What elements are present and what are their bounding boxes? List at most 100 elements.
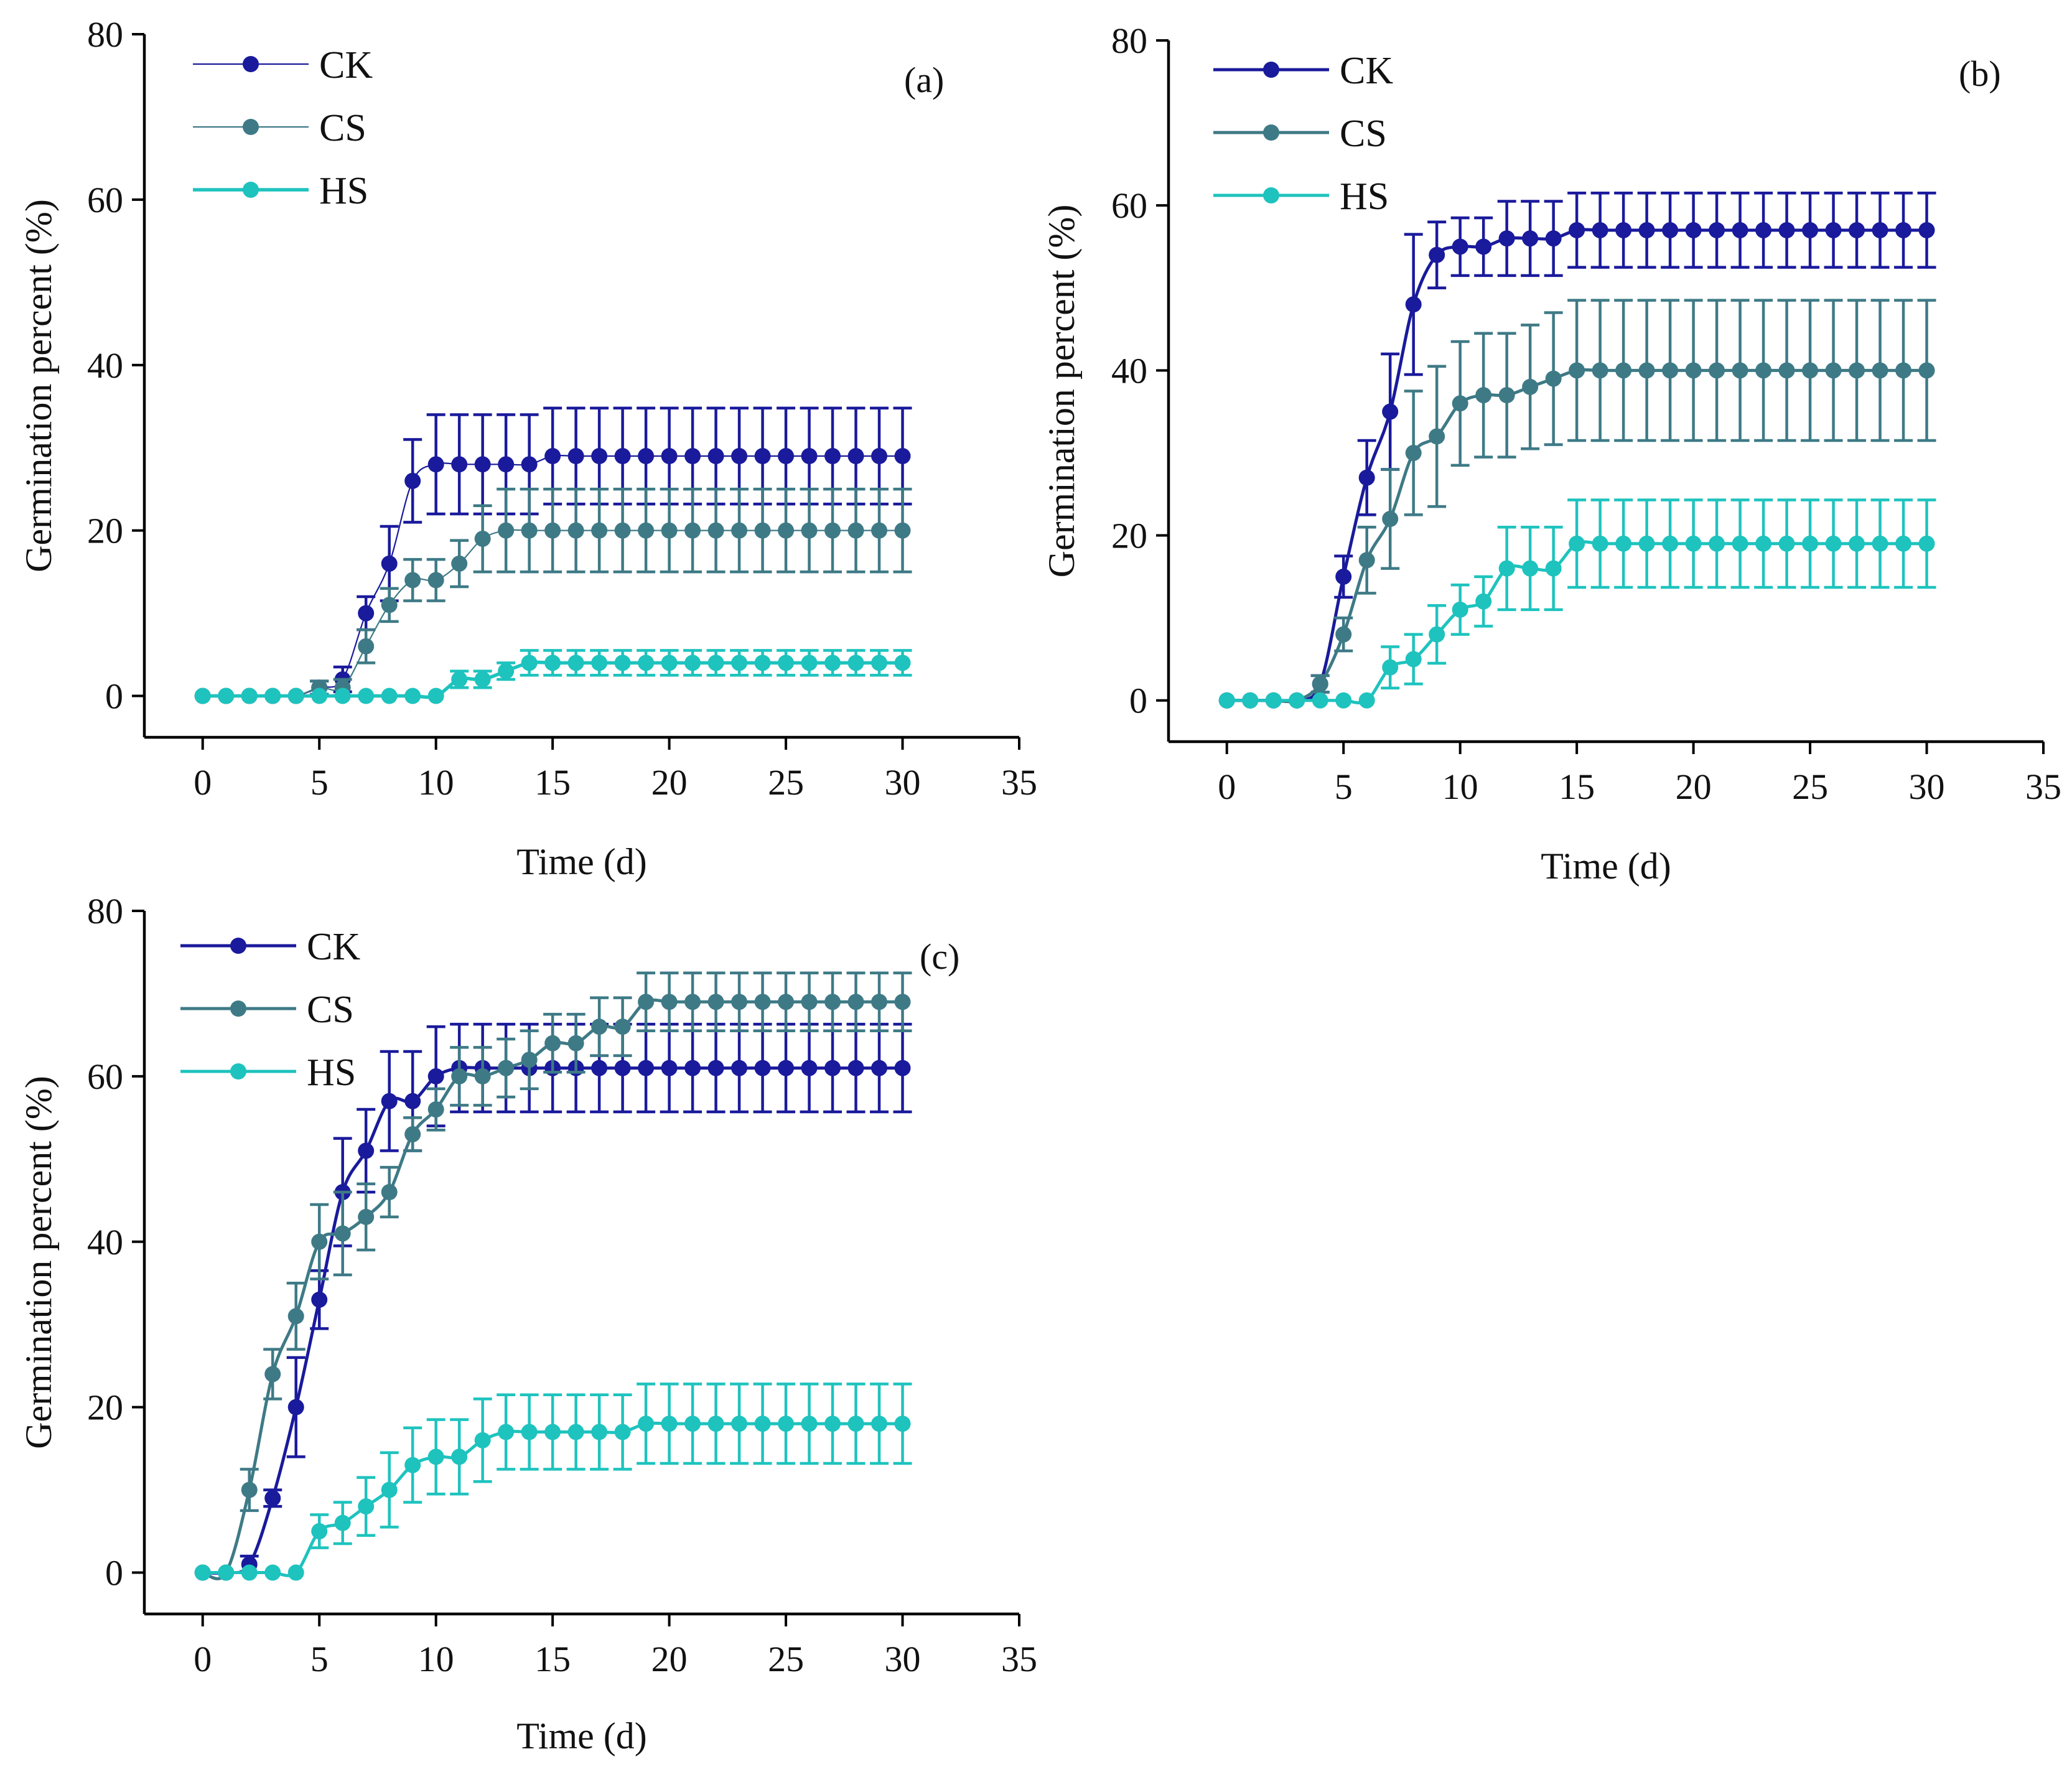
x-tick-label: 20	[1676, 767, 1712, 807]
series-ck	[1218, 192, 1936, 709]
data-point	[1849, 535, 1865, 552]
data-point	[1872, 362, 1888, 379]
data-point	[638, 1060, 655, 1076]
data-point	[614, 1060, 631, 1076]
x-tick-label: 25	[1792, 767, 1828, 807]
data-point	[1872, 222, 1888, 238]
series-hs	[194, 649, 912, 704]
data-point	[521, 522, 538, 539]
data-point	[1662, 222, 1679, 238]
x-tick-label: 10	[1442, 767, 1478, 807]
data-point	[824, 1415, 841, 1432]
data-point	[1778, 535, 1795, 552]
legend-marker	[243, 182, 259, 198]
data-point	[638, 994, 655, 1010]
data-point	[404, 1093, 421, 1109]
data-point	[1382, 403, 1399, 420]
data-point	[1895, 535, 1912, 552]
data-point	[1825, 535, 1842, 552]
data-point	[1802, 222, 1819, 238]
y-tick-label: 40	[87, 345, 123, 386]
data-point	[358, 1498, 375, 1515]
data-point	[871, 448, 888, 464]
legend-marker	[230, 938, 246, 954]
data-point	[591, 522, 608, 539]
legend-marker	[1263, 62, 1279, 78]
y-axis-title: Germination percent (%)	[18, 199, 59, 572]
data-point	[194, 1564, 211, 1581]
data-point	[521, 1052, 538, 1068]
data-point	[661, 448, 678, 464]
x-tick-label: 35	[1001, 1639, 1037, 1679]
data-point	[1592, 222, 1608, 238]
panel-label: (a)	[904, 60, 944, 100]
panel-label: (b)	[1959, 54, 2001, 94]
data-point	[871, 1415, 888, 1432]
data-point	[1382, 511, 1399, 528]
data-point	[824, 448, 841, 464]
data-point	[801, 994, 818, 1010]
data-point	[404, 572, 421, 589]
data-point	[894, 522, 911, 539]
data-point	[731, 1415, 748, 1432]
data-point	[1895, 222, 1912, 238]
data-point	[1732, 535, 1748, 552]
data-point	[1452, 601, 1468, 618]
data-point	[451, 1448, 468, 1465]
data-point	[1335, 692, 1352, 709]
data-point	[1732, 362, 1748, 379]
x-tick-label: 5	[310, 1639, 329, 1679]
y-tick-label: 20	[87, 511, 123, 551]
legend-label-ck: CK	[319, 44, 373, 86]
data-point	[731, 522, 748, 539]
data-point	[381, 1481, 398, 1498]
data-point	[731, 655, 748, 671]
data-point	[451, 555, 468, 572]
data-point	[1849, 222, 1865, 238]
legend-marker	[243, 56, 259, 72]
data-point	[638, 655, 655, 671]
data-point	[1755, 535, 1772, 552]
data-point	[1498, 387, 1515, 404]
data-point	[1242, 692, 1259, 709]
data-point	[1778, 222, 1795, 238]
data-point	[661, 655, 678, 671]
data-point	[311, 1233, 328, 1250]
data-point	[591, 448, 608, 464]
data-point	[801, 655, 818, 671]
data-point	[567, 1035, 584, 1052]
data-point	[614, 522, 631, 539]
legend-marker	[1263, 124, 1279, 141]
data-point	[498, 522, 515, 539]
data-point	[1429, 428, 1445, 445]
data-point	[264, 1564, 281, 1581]
data-point	[754, 994, 771, 1010]
data-point	[847, 1060, 864, 1076]
data-point	[1755, 222, 1772, 238]
x-tick-label: 0	[194, 1639, 212, 1679]
y-tick-label: 0	[105, 1553, 123, 1593]
legend-label-hs: HS	[319, 170, 368, 212]
y-tick-label: 60	[87, 1056, 123, 1097]
data-point	[427, 1448, 444, 1465]
data-point	[1918, 535, 1935, 552]
data-point	[1778, 362, 1795, 379]
data-point	[731, 1060, 748, 1076]
legend-label-ck: CK	[1340, 50, 1393, 92]
data-point	[661, 522, 678, 539]
data-point	[1429, 626, 1445, 643]
data-point	[1638, 535, 1655, 552]
series-ck	[194, 1022, 912, 1581]
data-point	[567, 522, 584, 539]
x-axis-title: Time (d)	[1541, 846, 1671, 887]
data-point	[264, 688, 281, 704]
data-point	[381, 1093, 398, 1109]
data-point	[707, 448, 724, 464]
data-point	[1312, 692, 1328, 709]
data-point	[847, 448, 864, 464]
data-point	[287, 688, 304, 704]
chart-panel-a: 0 5 10 15 20 25 30 35 0 20 40 60 80 Time (d) Germinati…	[18, 14, 1037, 882]
data-point	[778, 994, 795, 1010]
data-point	[1755, 362, 1772, 379]
data-point	[427, 1068, 444, 1084]
